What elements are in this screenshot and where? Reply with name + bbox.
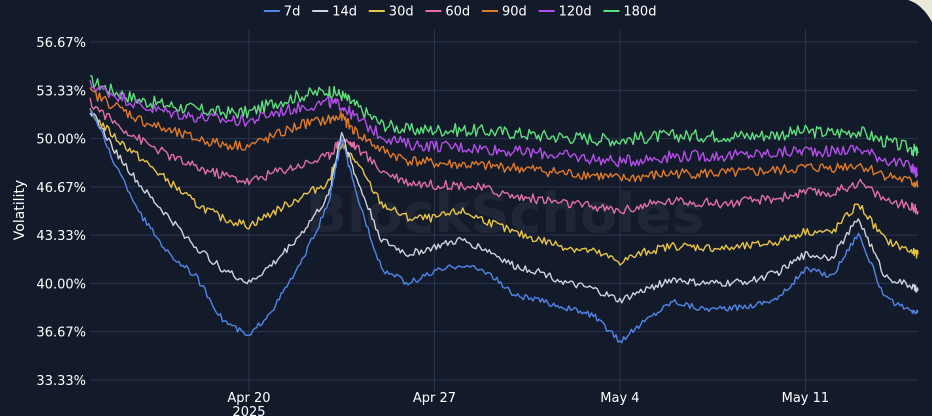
y-tick-label: 43.33%: [36, 229, 86, 244]
legend-label-30d[interactable]: 30d: [389, 5, 414, 20]
legend[interactable]: 7d 14d 30d 60d 90d 120d 180d: [263, 5, 657, 20]
series-line-120d: [89, 79, 919, 178]
x-tick-label: Apr 20: [227, 391, 270, 406]
legend-label-180d[interactable]: 180d: [623, 5, 656, 20]
x-tick-label: May 4: [600, 391, 639, 406]
corner-decoration: [908, 0, 932, 22]
series-line-90d: [89, 87, 919, 188]
legend-label-90d[interactable]: 90d: [502, 5, 527, 20]
watermark: BlockScholes: [306, 182, 704, 245]
x-tick-label: May 11: [782, 391, 830, 406]
y-tick-label: 50.00%: [36, 133, 86, 148]
series-lines: [89, 74, 919, 344]
y-tick-label: 46.67%: [36, 181, 86, 196]
series-line-14d: [89, 112, 919, 304]
y-tick-label: 56.67%: [36, 36, 86, 51]
legend-label-14d[interactable]: 14d: [332, 5, 357, 20]
series-line-60d: [89, 97, 919, 215]
legend-label-60d[interactable]: 60d: [445, 5, 470, 20]
y-axis-ticks: 56.67% 53.33% 50.00% 46.67% 43.33% 40.00% 36.6…: [36, 36, 86, 389]
legend-label-120d[interactable]: 120d: [559, 5, 592, 20]
legend-label-7d[interactable]: 7d: [284, 5, 301, 20]
y-axis-title: Volatility: [12, 180, 28, 240]
y-tick-label: 40.00%: [36, 277, 86, 292]
x-tick-label: Apr 27: [413, 391, 456, 406]
series-line-7d: [89, 108, 919, 344]
y-tick-label: 36.67%: [36, 326, 86, 341]
series-line-30d: [89, 108, 919, 266]
series-line-180d: [89, 74, 919, 157]
y-tick-label: 53.33%: [36, 84, 86, 99]
x-tick-sublabel: 2025: [232, 405, 265, 416]
y-tick-label: 33.33%: [36, 374, 86, 389]
